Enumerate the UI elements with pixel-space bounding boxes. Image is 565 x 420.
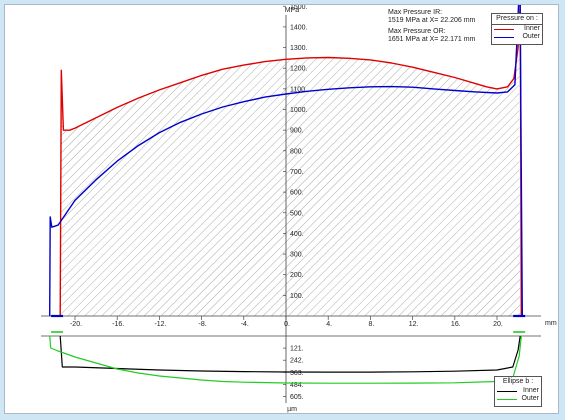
x-tick-label: -8. xyxy=(199,321,207,328)
y-tick-label: 1000. xyxy=(290,107,308,114)
y-tick-label: 500. xyxy=(290,210,304,217)
x-tick-label: 12. xyxy=(409,321,419,328)
y-tick-label: 1100. xyxy=(290,86,307,93)
x-tick-label: -4. xyxy=(241,321,249,328)
legend-swatch xyxy=(494,37,514,38)
x-tick-label: 8. xyxy=(368,321,374,328)
y-tick-label: 200. xyxy=(290,272,304,279)
pressure-series-inner xyxy=(59,5,522,317)
y-tick-label: 400. xyxy=(290,231,304,238)
legend-item-inner: Inner xyxy=(492,25,542,34)
y2-tick-label: 121. xyxy=(290,346,304,353)
ellipse-legend: Ellipse b : Inner Outer xyxy=(494,376,542,407)
y-tick-label: 900. xyxy=(290,128,304,135)
pressure-series-outer xyxy=(49,5,523,317)
ellipse-series-outer xyxy=(49,335,522,384)
annotation-line: Max Pressure IR: xyxy=(388,9,443,16)
contact-area-hatch xyxy=(60,57,521,317)
annotation-line: 1519 MPa at X= 22.206 mm xyxy=(388,17,476,24)
legend-item-outer: Outer xyxy=(495,395,541,404)
legend-label: Inner xyxy=(523,387,539,394)
legend-label: Outer xyxy=(522,33,540,40)
y2-unit-label: µm xyxy=(287,406,297,413)
y-tick-label: 600. xyxy=(290,190,304,197)
pressure-legend: Pressure on : Inner Outer xyxy=(491,13,543,45)
max-pressure-annotation: Max Pressure IR: 1519 MPa at X= 22.206 m… xyxy=(388,9,475,44)
y-tick-label: 300. xyxy=(290,252,304,259)
legend-swatch xyxy=(494,29,514,30)
y-tick-label: 700. xyxy=(290,169,304,176)
x-unit-label: mm xyxy=(545,320,557,327)
pressure-chart: 100. 200. 300. 400. 500. 600. 700. 800. 900. 1000… xyxy=(41,5,557,413)
x-tick-label: -16. xyxy=(112,321,124,328)
annotation-line: Max Pressure OR: xyxy=(388,28,446,35)
legend-label: Outer xyxy=(521,395,539,402)
y-unit-label: MPa xyxy=(285,7,300,14)
legend-label: Inner xyxy=(524,25,540,32)
y-tick-label: 1400. xyxy=(290,24,308,31)
y2-tick-label: 363. xyxy=(290,370,304,377)
annotation-line: 1651 MPa at X= 22.171 mm xyxy=(388,36,476,43)
y2-tick-label: 484. xyxy=(290,382,304,389)
legend-title: Ellipse b : xyxy=(502,378,534,385)
y2-tick-label: 242. xyxy=(290,358,304,365)
legend-swatch xyxy=(497,391,517,392)
ellipse-series-inner xyxy=(59,335,521,373)
x-tick-label: -20. xyxy=(70,321,82,328)
legend-item-inner: Inner xyxy=(495,387,541,396)
x-tick-label: 0. xyxy=(284,321,290,328)
x-tick-label: -12. xyxy=(154,321,166,328)
legend-item-outer: Outer xyxy=(492,33,542,42)
chart-panel: 100. 200. 300. 400. 500. 600. 700. 800. 900. 1000… xyxy=(4,4,559,414)
y-tick-label: 100. xyxy=(290,293,304,300)
x-tick-label: 4. xyxy=(326,321,332,328)
y-tick-label: 1200. xyxy=(290,66,308,73)
legend-swatch xyxy=(497,399,517,400)
x-tick-label: 20. xyxy=(493,321,503,328)
x-tick-label: 16. xyxy=(451,321,461,328)
y-tick-label: 1300. xyxy=(290,45,308,52)
y-tick-label: 1500. xyxy=(290,5,308,11)
legend-title: Pressure on : xyxy=(496,15,538,22)
y2-tick-label: 605. xyxy=(290,394,304,401)
y-tick-label: 800. xyxy=(290,148,304,155)
